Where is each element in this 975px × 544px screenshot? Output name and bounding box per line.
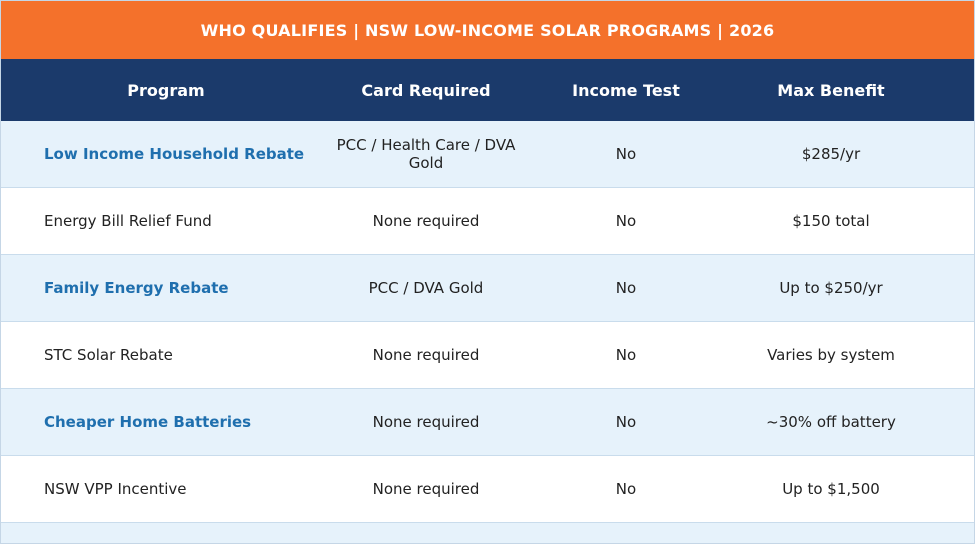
- table-cell: ~30% off battery: [766, 413, 896, 431]
- table-cell: Up to $1,500: [782, 480, 880, 498]
- column-header: Program: [127, 80, 205, 100]
- table-row: NSW VPP Incentive None required No Up to $1…: [1, 456, 974, 523]
- table-cell: $150 total: [792, 212, 870, 230]
- table-cell: No: [615, 212, 637, 230]
- table-cell: Energy Bill Relief Fund: [44, 212, 212, 230]
- table-row: Energy Bill Relief Fund None required No $1…: [1, 188, 974, 255]
- column-header: Income Test: [572, 80, 680, 100]
- table-cell: Low Income Household Rebate: [44, 145, 305, 163]
- table-cell: No: [615, 346, 637, 364]
- table-cell: PCC / Health Care / DVA Gold: [336, 136, 516, 172]
- table-cell: No: [615, 145, 637, 163]
- table-row: Cheaper Home Batteries None required No ~30…: [1, 389, 974, 456]
- column-header: Card Required: [361, 80, 491, 100]
- table-row: Low Income Household Rebate PCC / Health …: [1, 121, 974, 188]
- table-row: Family Energy Rebate PCC / DVA Gold No Up t…: [1, 255, 974, 322]
- header-row: Program Card Required Income Test Max Benef…: [1, 59, 974, 121]
- table-cell: NSW VPP Incentive: [44, 480, 187, 498]
- table-cell: None required: [372, 212, 480, 230]
- table-cell: None required: [372, 480, 480, 498]
- table-cell: None required: [372, 346, 480, 364]
- table-tail: [1, 523, 974, 543]
- column-header: Max Benefit: [777, 80, 885, 100]
- table-body: Low Income Household Rebate PCC / Health …: [1, 121, 974, 523]
- table-cell: Up to $250/yr: [779, 279, 883, 297]
- table-cell: $285/yr: [801, 145, 861, 163]
- table-cell: None required: [372, 413, 480, 431]
- table-row: STC Solar Rebate None required No Varies by…: [1, 322, 974, 389]
- table-cell: Varies by system: [767, 346, 895, 364]
- banner-title: WHO QUALIFIES | NSW LOW-INCOME SOLAR PRO…: [1, 1, 974, 59]
- table-cell: No: [615, 279, 637, 297]
- table-cell: No: [615, 413, 637, 431]
- table-cell: Cheaper Home Batteries: [44, 413, 252, 431]
- table-cell: Family Energy Rebate: [44, 279, 229, 297]
- table-cell: STC Solar Rebate: [44, 346, 173, 364]
- table-cell: No: [615, 480, 637, 498]
- table-cell: PCC / DVA Gold: [368, 279, 484, 297]
